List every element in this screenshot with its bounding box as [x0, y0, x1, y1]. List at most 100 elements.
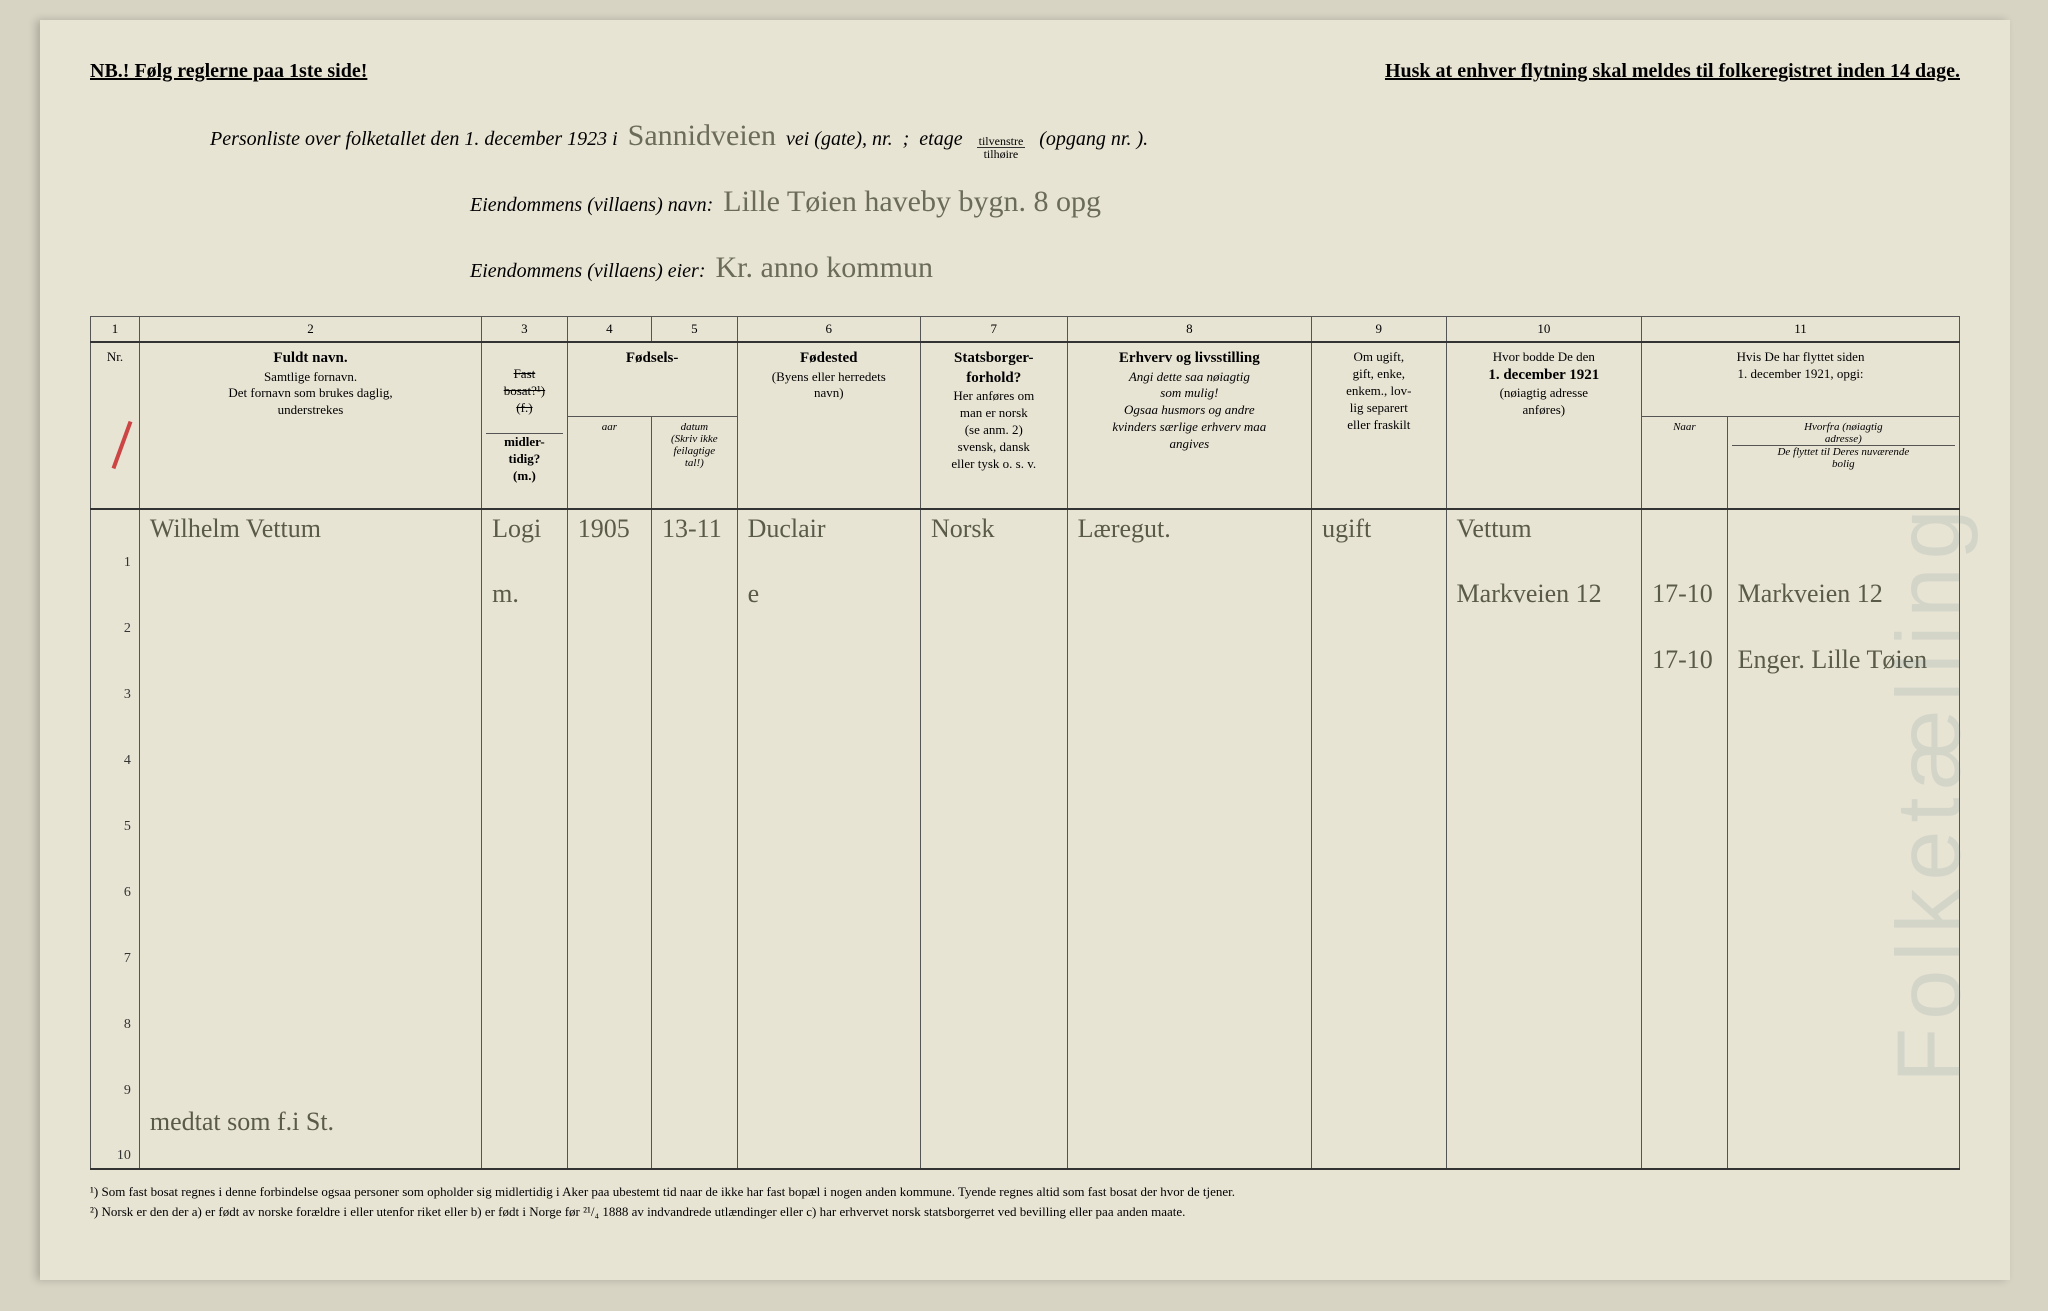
cell-bosat	[482, 773, 568, 839]
cell-hvorfra	[1727, 773, 1959, 839]
cell-nr: 9	[91, 1037, 140, 1103]
cell-bosat: m.	[482, 575, 568, 641]
hdr-naar: Naar	[1642, 417, 1728, 509]
cell-fodested	[737, 641, 920, 707]
cell-naar	[1642, 839, 1728, 905]
table-row: 5	[91, 773, 1960, 839]
table-row: 2 m. e Markveien 12 17-10 Markveien 12	[91, 575, 1960, 641]
table-row: 7	[91, 905, 1960, 971]
cell-sivil	[1312, 905, 1446, 971]
colnum-7: 7	[920, 317, 1067, 343]
cell-nr: 2	[91, 575, 140, 641]
cell-naar: 17-10	[1642, 641, 1728, 707]
cell-sivil	[1312, 773, 1446, 839]
cell-aar	[567, 773, 651, 839]
cell-name	[139, 971, 481, 1037]
census-table: 1 2 3 4 5 6 7 8 9 10 11 Nr. Fuldt navn. …	[90, 316, 1960, 1170]
cell-hvorfra	[1727, 509, 1959, 575]
column-number-row: 1 2 3 4 5 6 7 8 9 10 11	[91, 317, 1960, 343]
cell-bosat	[482, 905, 568, 971]
cell-sivil	[1312, 1037, 1446, 1103]
cell-stats	[920, 1037, 1067, 1103]
cell-name	[139, 641, 481, 707]
cell-name	[139, 905, 481, 971]
hdr-aar: aar	[567, 417, 651, 509]
cell-aar	[567, 971, 651, 1037]
cell-erhverv: Læregut.	[1067, 509, 1311, 575]
cell-fodested	[737, 839, 920, 905]
cell-datum	[652, 905, 738, 971]
colnum-9: 9	[1312, 317, 1446, 343]
cell-datum	[652, 1103, 738, 1169]
cell-nr: 6	[91, 839, 140, 905]
cell-stats	[920, 839, 1067, 905]
cell-naar: 17-10	[1642, 575, 1728, 641]
cell-hvorfra	[1727, 1103, 1959, 1169]
cell-fodested	[737, 971, 920, 1037]
title1-tail1: vei (gate), nr.	[786, 117, 893, 161]
cell-name	[139, 575, 481, 641]
cell-aar: 1905	[567, 509, 651, 575]
colnum-4: 4	[567, 317, 651, 343]
cell-datum	[652, 641, 738, 707]
cell-fodested	[737, 1103, 920, 1169]
table-row: 10 medtat som f.i St.	[91, 1103, 1960, 1169]
census-form-page: NB.! Følg reglerne paa 1ste side! Husk a…	[40, 20, 2010, 1280]
cell-naar	[1642, 1037, 1728, 1103]
title1-tail4: (opgang nr. ).	[1039, 117, 1148, 161]
cell-erhverv	[1067, 575, 1311, 641]
cell-naar	[1642, 509, 1728, 575]
hdr-name: Fuldt navn. Samtlige fornavn. Det fornav…	[139, 342, 481, 509]
cell-datum	[652, 839, 738, 905]
cell-stats	[920, 971, 1067, 1037]
cell-stats	[920, 641, 1067, 707]
cell-bosat	[482, 641, 568, 707]
footnotes: ¹) Som fast bosat regnes i denne forbind…	[90, 1182, 1960, 1221]
cell-bodde	[1446, 641, 1642, 707]
cell-erhverv	[1067, 641, 1311, 707]
cell-nr: 8	[91, 971, 140, 1037]
cell-bosat	[482, 1037, 568, 1103]
colnum-8: 8	[1067, 317, 1311, 343]
cell-name	[139, 839, 481, 905]
cell-nr: 7	[91, 905, 140, 971]
cell-aar	[567, 1103, 651, 1169]
title-line-3: Eiendommens (villaens) eier: Kr. anno ko…	[210, 235, 1960, 301]
cell-fodested: e	[737, 575, 920, 641]
cell-bodde	[1446, 839, 1642, 905]
cell-bosat	[482, 707, 568, 773]
cell-aar	[567, 1037, 651, 1103]
title-block: Personliste over folketallet den 1. dece…	[210, 103, 1960, 301]
colnum-5: 5	[652, 317, 738, 343]
cell-name: Wilhelm Vettum	[139, 509, 481, 575]
title1-street-hand: Sannidveien	[628, 103, 776, 169]
cell-sivil	[1312, 575, 1446, 641]
cell-name	[139, 773, 481, 839]
cell-stats	[920, 1103, 1067, 1169]
cell-stats	[920, 707, 1067, 773]
cell-nr: 5	[91, 773, 140, 839]
title1-tail3: etage	[919, 117, 962, 161]
cell-stats	[920, 773, 1067, 839]
cell-name	[139, 1037, 481, 1103]
title1-printed: Personliste over folketallet den 1. dece…	[210, 117, 618, 161]
hdr-erhverv: Erhverv og livsstilling Angi dette saa n…	[1067, 342, 1311, 509]
hdr-statsborger: Statsborger- forhold? Her anføres om man…	[920, 342, 1067, 509]
table-row: 3 17-10 Enger. Lille Tøien	[91, 641, 1960, 707]
cell-bodde	[1446, 905, 1642, 971]
cell-datum	[652, 1037, 738, 1103]
cell-naar	[1642, 1103, 1728, 1169]
header-right: Husk at enhver flytning skal meldes til …	[1385, 60, 1960, 83]
colnum-2: 2	[139, 317, 481, 343]
table-row: 1 Wilhelm Vettum Logi 1905 13-11 Duclair…	[91, 509, 1960, 575]
red-checkmark	[120, 420, 150, 470]
colnum-6: 6	[737, 317, 920, 343]
footnote-1: ¹) Som fast bosat regnes i denne forbind…	[90, 1182, 1960, 1202]
cell-aar	[567, 839, 651, 905]
cell-hvorfra: Markveien 12	[1727, 575, 1959, 641]
cell-erhverv	[1067, 1037, 1311, 1103]
title2-printed: Eiendommens (villaens) navn:	[470, 183, 713, 227]
cell-erhverv	[1067, 839, 1311, 905]
cell-stats	[920, 575, 1067, 641]
hdr-flyttet: Hvis De har flyttet siden 1. december 19…	[1642, 342, 1960, 417]
